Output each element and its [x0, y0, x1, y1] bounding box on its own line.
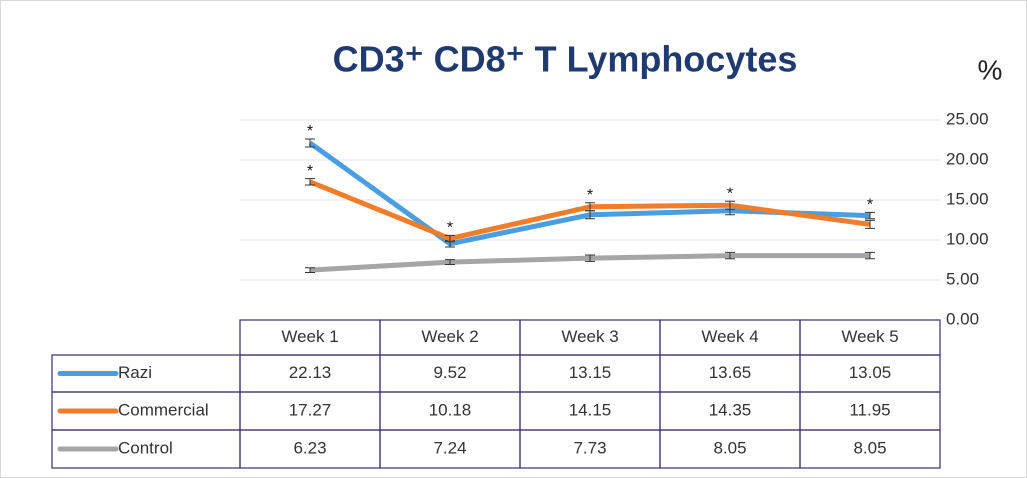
y-tick-label: 5.00	[946, 269, 979, 288]
annotation: *	[307, 163, 313, 180]
annotation: *	[447, 220, 453, 237]
table-value: 14.15	[569, 400, 612, 419]
table-header: Week 3	[561, 327, 618, 346]
annotation: *	[727, 185, 733, 202]
legend-label: Commercial	[118, 400, 209, 419]
annotation: *	[587, 187, 593, 204]
table-value: 17.27	[289, 400, 332, 419]
table-value: 7.24	[433, 438, 466, 457]
y-tick-label: 25.00	[946, 109, 989, 128]
y-tick-label: 15.00	[946, 189, 989, 208]
error-bar	[865, 211, 875, 220]
y-axis-label: %	[978, 54, 1003, 85]
table-cell	[799, 429, 941, 469]
table-header: Week 4	[701, 327, 758, 346]
table-value: 13.65	[709, 363, 752, 382]
y-tick-label: 0.00	[946, 309, 979, 328]
table-value: 14.35	[709, 400, 752, 419]
table-value: 7.73	[573, 438, 606, 457]
chart-title: CD3⁺ CD8⁺ T Lymphocytes	[333, 39, 798, 80]
y-tick-label: 20.00	[946, 149, 989, 168]
table-value: 22.13	[289, 363, 332, 382]
y-tick-label: 10.00	[946, 229, 989, 248]
error-bar	[585, 254, 595, 262]
error-bar	[305, 267, 315, 274]
annotation: *	[307, 123, 313, 140]
error-bar	[725, 200, 735, 210]
table-value: 6.23	[293, 438, 326, 457]
error-bar	[445, 259, 455, 265]
error-bar	[305, 138, 315, 148]
table-value: 10.18	[429, 400, 472, 419]
table-value: 8.05	[713, 438, 746, 457]
error-bar	[305, 178, 315, 186]
error-bar	[725, 251, 735, 260]
table-value: 11.95	[849, 400, 890, 419]
error-bar	[445, 234, 455, 243]
legend-label: Control	[118, 438, 173, 457]
error-bar	[865, 251, 875, 260]
annotation: *	[867, 197, 873, 214]
table-header: Week 5	[841, 327, 898, 346]
table-header: Week 2	[421, 327, 478, 346]
table-value: 13.15	[569, 363, 612, 382]
error-bar	[865, 219, 875, 229]
table-value: 9.52	[433, 363, 466, 382]
legend-label: Razi	[118, 363, 152, 382]
table-value: 13.05	[849, 363, 892, 382]
error-bar	[585, 202, 595, 212]
table-header: Week 1	[281, 327, 338, 346]
table-value: 8.05	[853, 438, 886, 457]
